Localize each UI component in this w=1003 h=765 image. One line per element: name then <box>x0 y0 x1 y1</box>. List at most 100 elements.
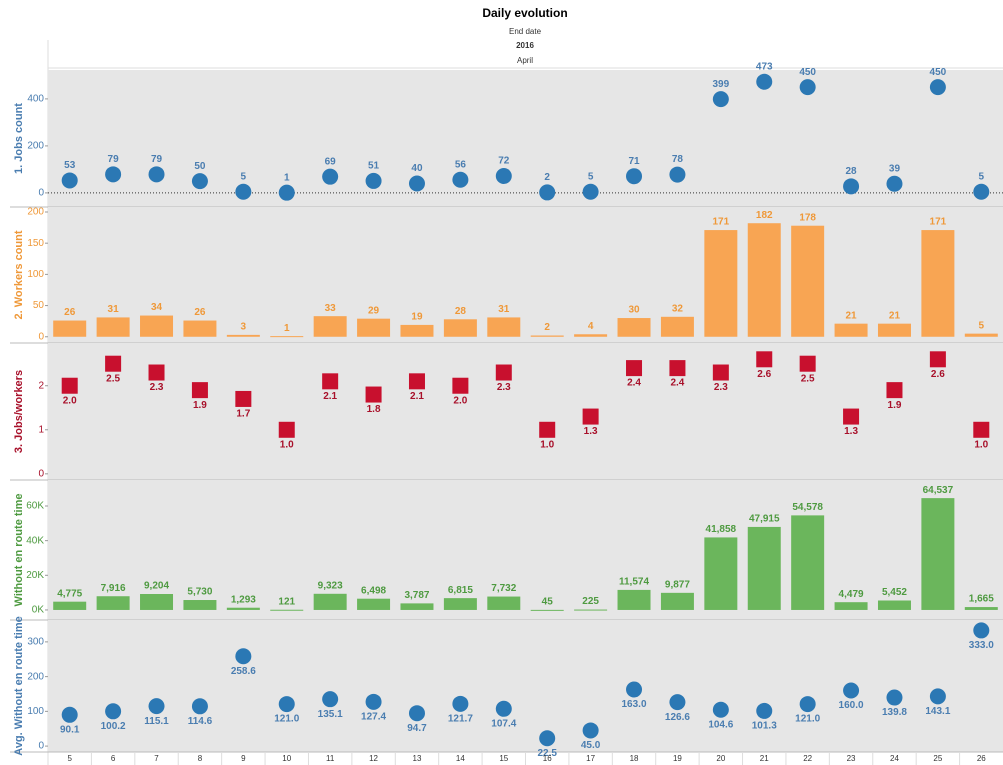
header-month: April <box>517 56 533 65</box>
dot <box>539 184 556 201</box>
data-label: 33 <box>325 303 337 314</box>
bar <box>400 324 434 337</box>
data-label: 2.4 <box>627 378 641 389</box>
data-label: 182 <box>756 210 773 221</box>
data-label: 171 <box>930 217 947 228</box>
y-tick-label: 150 <box>27 238 44 249</box>
data-label: 3,787 <box>404 590 429 601</box>
data-label: 64,537 <box>923 485 954 496</box>
data-label: 53 <box>64 160 76 171</box>
y-axis-title: 1. Jobs count <box>13 103 25 174</box>
dot <box>756 73 773 90</box>
dot <box>669 166 686 183</box>
square <box>278 421 295 438</box>
dot <box>452 695 469 712</box>
x-tick-label: 20 <box>716 754 725 763</box>
bar <box>313 593 347 610</box>
dot <box>799 79 816 96</box>
data-label: 6,498 <box>361 585 386 596</box>
data-label: 450 <box>799 67 816 78</box>
data-label: 94.7 <box>407 723 427 734</box>
data-label: 32 <box>672 303 684 314</box>
y-axis-title: Without en route time <box>13 494 25 607</box>
square <box>495 364 512 381</box>
data-label: 2.1 <box>410 391 424 402</box>
bar <box>921 498 955 610</box>
y-tick-label: 20K <box>26 570 44 581</box>
x-tick-label: 16 <box>543 754 552 763</box>
data-label: 30 <box>628 305 640 316</box>
square <box>582 408 599 425</box>
dot <box>495 167 512 184</box>
bar <box>140 594 174 610</box>
x-tick-label: 21 <box>760 754 769 763</box>
data-label: 72 <box>498 156 510 167</box>
bar <box>574 334 608 337</box>
square <box>973 421 990 438</box>
y-tick-label: 2 <box>38 380 44 391</box>
panel-bg <box>48 70 1003 207</box>
data-label: 7,732 <box>491 583 516 594</box>
y-tick-label: 200 <box>27 671 44 682</box>
dot <box>191 698 208 715</box>
data-label: 225 <box>582 596 599 607</box>
dot <box>843 178 860 195</box>
square <box>799 355 816 372</box>
data-label: 1.0 <box>280 439 294 450</box>
data-label: 21 <box>889 310 901 321</box>
bar <box>183 600 217 610</box>
panel-bg <box>48 207 1003 343</box>
data-label: 34 <box>151 302 163 313</box>
panel-bg <box>48 480 1003 620</box>
data-label: 127.4 <box>361 711 386 722</box>
data-label: 178 <box>799 212 816 223</box>
dot <box>626 681 643 698</box>
dot <box>973 622 990 639</box>
dot <box>408 705 425 722</box>
dot <box>191 173 208 190</box>
y-tick-label: 300 <box>27 637 44 648</box>
data-label: 3 <box>241 322 247 333</box>
x-tick-label: 13 <box>413 754 422 763</box>
data-label: 1.9 <box>193 400 207 411</box>
bar <box>487 596 521 610</box>
data-label: 90.1 <box>60 724 80 735</box>
x-tick-label: 24 <box>890 754 899 763</box>
data-label: 1.8 <box>367 404 381 415</box>
data-label: 31 <box>498 304 510 315</box>
bar <box>834 323 868 337</box>
data-label: 1,293 <box>231 594 256 605</box>
data-label: 45.0 <box>581 740 601 751</box>
x-tick-label: 14 <box>456 754 465 763</box>
data-label: 4,479 <box>839 589 864 600</box>
data-label: 2 <box>544 322 550 333</box>
data-label: 2 <box>544 172 550 183</box>
data-label: 29 <box>368 305 380 316</box>
square <box>886 382 903 399</box>
y-tick-label: 0K <box>32 605 45 616</box>
data-label: 45 <box>542 597 554 608</box>
data-label: 2.0 <box>63 395 77 406</box>
bar <box>487 317 521 337</box>
bar <box>53 320 87 337</box>
dot <box>539 730 556 747</box>
data-label: 26 <box>64 307 76 318</box>
dot <box>669 694 686 711</box>
data-label: 139.8 <box>882 707 907 718</box>
data-label: 5 <box>979 171 985 182</box>
bar <box>660 316 694 337</box>
data-label: 399 <box>712 79 729 90</box>
data-label: 39 <box>889 163 901 174</box>
data-label: 135.1 <box>318 709 343 720</box>
data-label: 2.4 <box>670 378 684 389</box>
y-tick-label: 200 <box>27 207 44 218</box>
bar <box>921 230 955 337</box>
bar <box>791 225 825 337</box>
dot <box>756 702 773 719</box>
x-tick-label: 22 <box>803 754 812 763</box>
square <box>191 382 208 399</box>
data-label: 2.5 <box>801 373 815 384</box>
data-label: 9,323 <box>318 580 343 591</box>
data-label: 9,877 <box>665 579 690 590</box>
data-label: 1.3 <box>584 426 598 437</box>
